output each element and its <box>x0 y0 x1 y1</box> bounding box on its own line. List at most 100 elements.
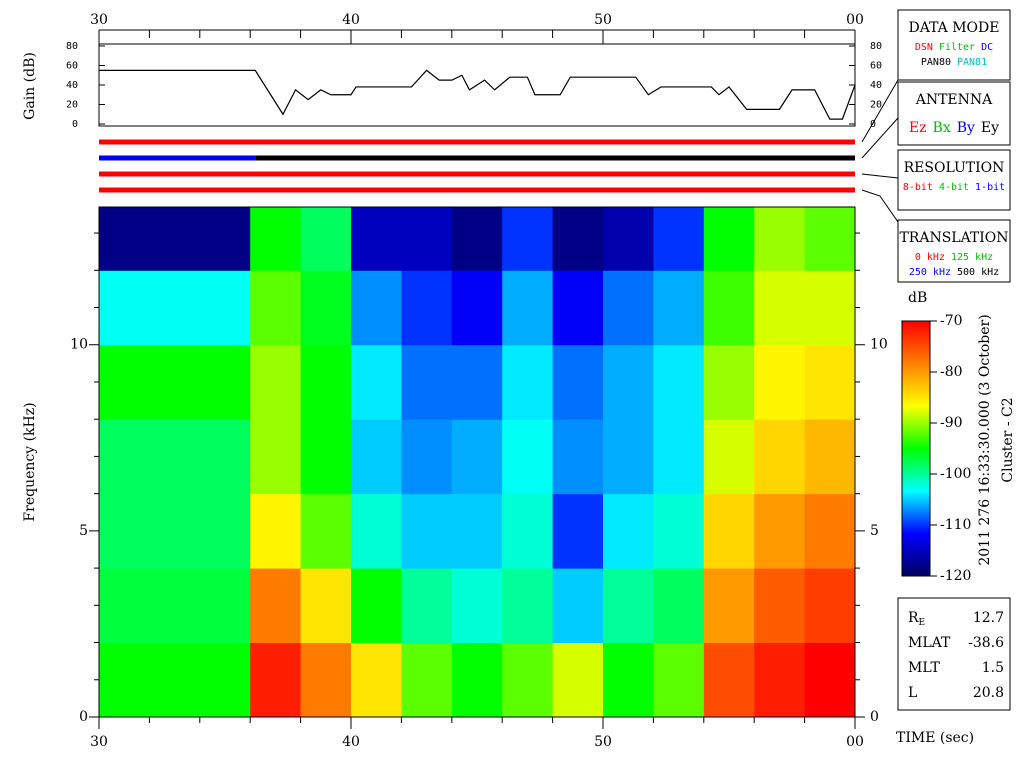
spectrogram-cell <box>250 344 302 420</box>
panel-item: By <box>957 120 975 136</box>
ephemeris-label: MLT <box>908 660 940 676</box>
gain-tick-label-right: 80 <box>870 41 882 52</box>
spectrogram-frame <box>98 206 856 718</box>
ephemeris-label: RE <box>908 610 925 628</box>
panel-item: 1-bit <box>975 182 1005 193</box>
spectrogram-cell <box>703 270 755 346</box>
connector <box>861 79 899 143</box>
panel-row: 8-bit 4-bit 1-bit <box>903 182 1005 193</box>
spectrogram-cell <box>603 419 654 495</box>
spectrogram-cell <box>552 568 604 644</box>
spectrogram-cell <box>804 344 856 420</box>
spectrogram-cell <box>552 642 604 718</box>
panel-item: 250 kHz <box>909 267 951 278</box>
gain-tick-label: 0 <box>72 119 78 130</box>
spectrogram-cell <box>199 568 251 644</box>
status-bar <box>99 187 855 193</box>
gain-tick-label: 60 <box>66 61 78 72</box>
spectrogram-cell <box>401 642 453 718</box>
spectrogram-cell <box>401 419 453 495</box>
spectrogram-cell <box>754 642 806 718</box>
spectrogram-cell <box>451 344 503 420</box>
spectrogram-cell <box>99 419 150 495</box>
spectrogram-cell <box>754 493 806 569</box>
spectrogram-cell <box>199 419 251 495</box>
spectrogram-cell <box>653 568 705 644</box>
panel-box <box>897 81 1011 146</box>
colorbar-tick-label: -100 <box>940 466 971 482</box>
x-tick-label: 00 <box>846 12 864 28</box>
panel-row: Ez Bx By Ey <box>909 120 999 136</box>
gain-tick-label-right: 60 <box>870 61 882 72</box>
gain-line <box>99 69 856 120</box>
colorbar <box>901 320 931 577</box>
ephemeris-label-main: MLT <box>908 660 940 676</box>
connectors <box>861 79 899 223</box>
gain-tick-label: 80 <box>66 41 78 52</box>
panel-title: ANTENNA <box>915 92 993 108</box>
spectrogram-cell <box>401 270 453 346</box>
panel-title: TRANSLATION <box>899 230 1008 246</box>
panel-row: DSN Filter DC <box>915 42 993 53</box>
spectrogram-cell <box>149 642 201 718</box>
panel-item: 125 kHz <box>951 252 993 263</box>
spectrogram-cell <box>804 207 856 271</box>
time-axis-label: TIME (sec) <box>896 730 974 746</box>
connector <box>861 117 899 159</box>
status-bar <box>255 155 856 161</box>
spectrogram-cell <box>603 493 654 569</box>
panel-box <box>897 9 1011 81</box>
spectrogram-cell <box>149 419 201 495</box>
spectrogram-cell <box>451 270 503 346</box>
y-tick-label: 5 <box>79 523 88 539</box>
spectrogram-cell <box>99 344 150 420</box>
spectrogram-cell <box>804 493 856 569</box>
y-tick-label-right: 5 <box>870 523 879 539</box>
spectrogram-cell <box>552 344 604 420</box>
panel-row: 250 kHz 500 kHz <box>909 267 999 278</box>
panel-item: Ey <box>981 120 999 136</box>
spectrogram-cell <box>502 419 554 495</box>
panel-item: Bx <box>933 120 951 136</box>
panel-box <box>897 219 1011 283</box>
spectrogram-cell <box>703 493 755 569</box>
y-tick-label-right: 0 <box>870 709 879 725</box>
spectrogram-cell <box>199 207 251 271</box>
spectrogram-cell <box>703 419 755 495</box>
gain-axis-label: Gain (dB) <box>22 52 38 120</box>
spectrogram-cell <box>149 270 201 346</box>
spectrogram-cell <box>99 642 150 718</box>
spectrogram-cell <box>754 207 806 271</box>
spectrogram-cell <box>653 642 705 718</box>
freq-axis-label: Frequency (kHz) <box>22 402 38 521</box>
spectrogram-cell <box>250 207 302 271</box>
spectrogram-cell <box>603 344 654 420</box>
status-bar <box>99 139 855 145</box>
spectrogram-cell <box>401 207 453 271</box>
panel-row: PAN80 PAN81 <box>921 57 987 68</box>
colorbar-label: dB <box>908 290 927 306</box>
spectrogram-cell <box>451 642 503 718</box>
ephemeris-label-sub: E <box>919 618 926 628</box>
spectrogram-cell <box>351 207 402 271</box>
ephemeris-value: 20.8 <box>973 685 1004 701</box>
spectrogram-cell <box>250 419 302 495</box>
spectrogram-cell <box>552 493 604 569</box>
spacecraft: Cluster - C2 <box>1000 397 1016 482</box>
spectrogram-cell <box>351 568 402 644</box>
spectrogram-cell <box>250 642 302 718</box>
spectrogram-cell <box>149 493 201 569</box>
gain-tick-label-right: 40 <box>870 80 882 91</box>
x-tick-label: 30 <box>90 12 108 28</box>
colorbar-tick-label: -120 <box>940 568 971 584</box>
spectrogram-cell <box>502 207 554 271</box>
spectrogram-cell <box>149 344 201 420</box>
spectrogram-cell <box>653 207 705 271</box>
spectrogram-cell <box>451 493 503 569</box>
y-tick-label: 0 <box>79 709 88 725</box>
panel-item: PAN80 <box>921 57 951 68</box>
spectrogram-cell <box>502 270 554 346</box>
spectrogram-cell <box>703 207 755 271</box>
x-tick-label: 50 <box>594 12 612 28</box>
